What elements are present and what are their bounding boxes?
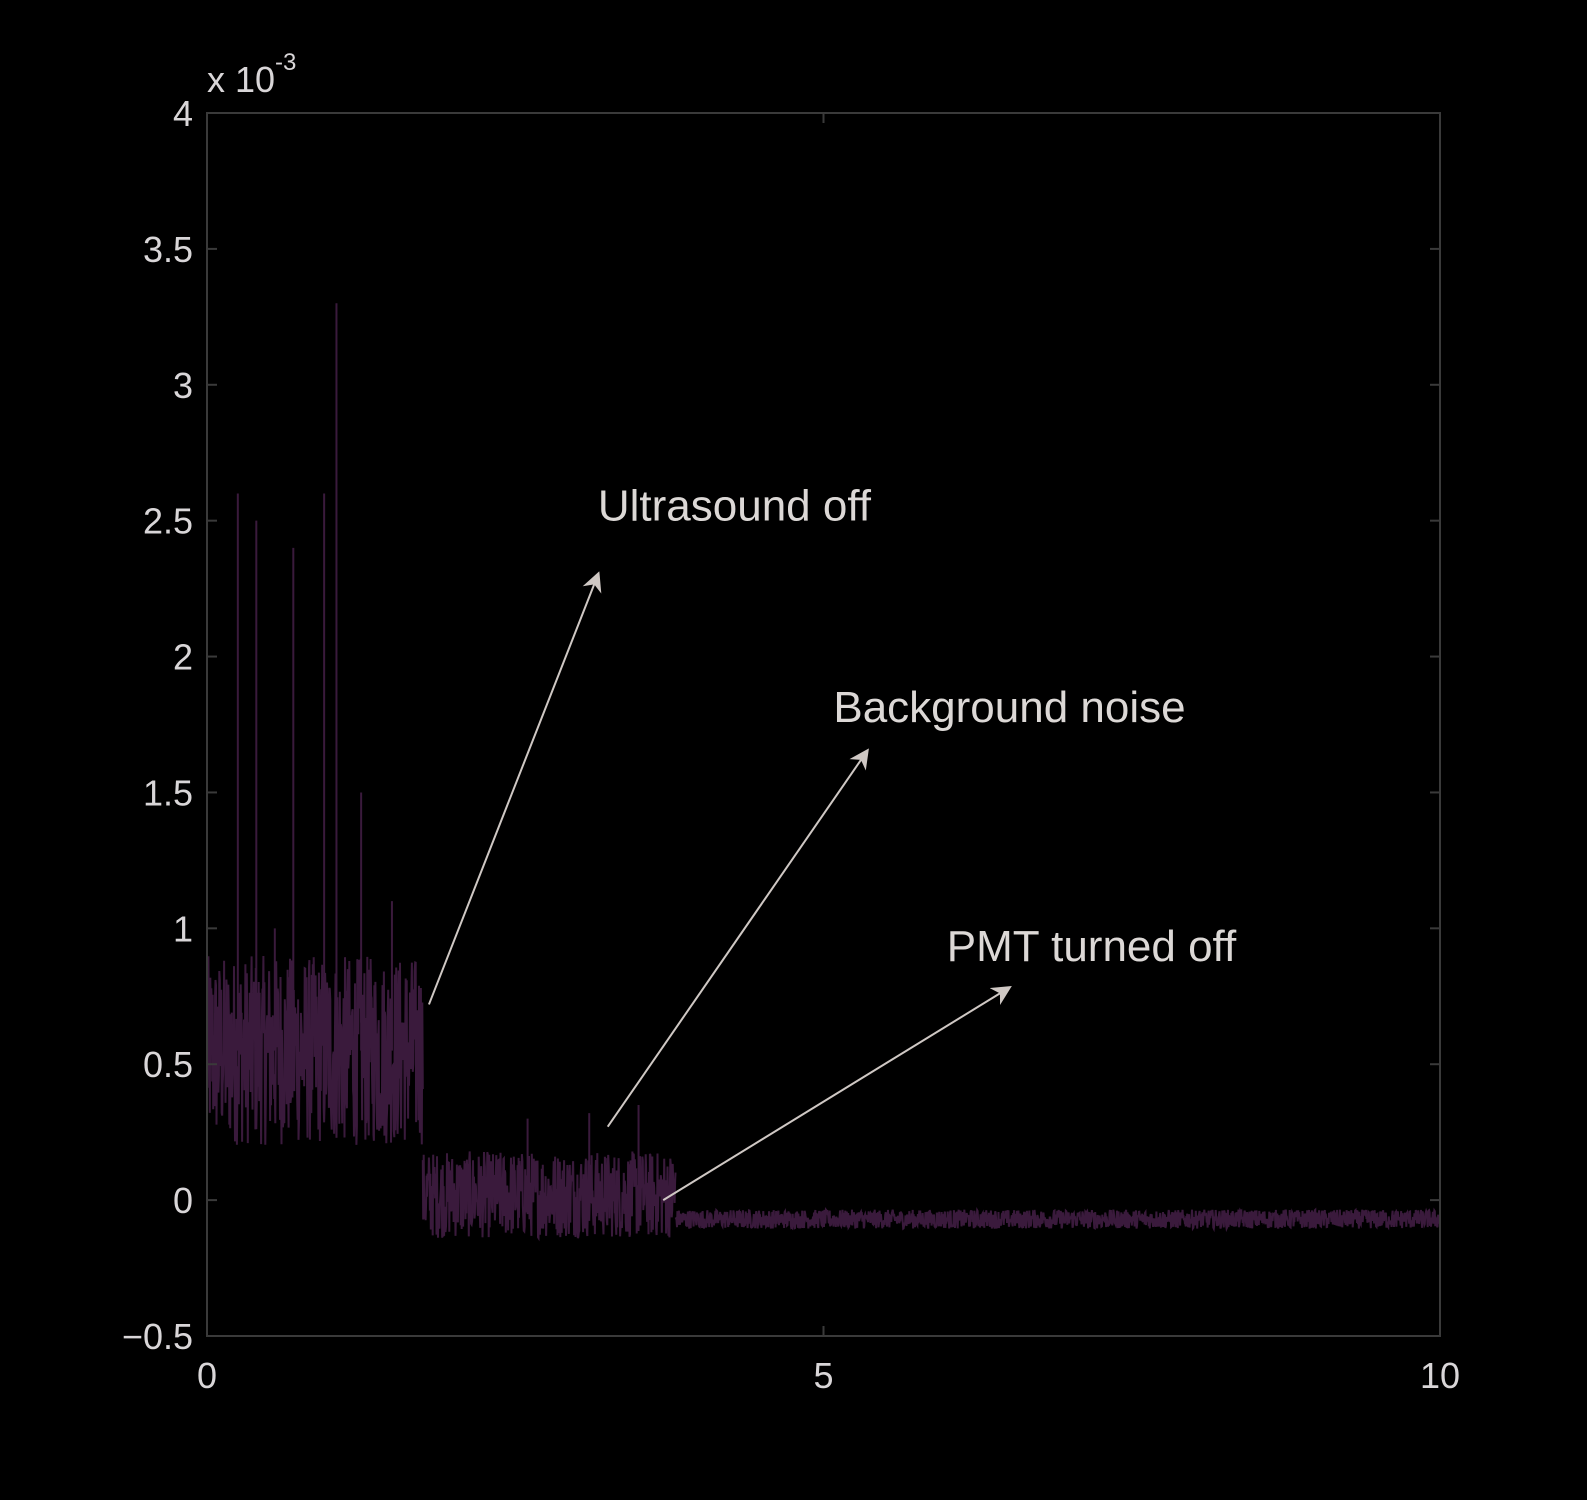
annotation-label: Ultrasound off <box>598 482 872 531</box>
y-tick-label: 2 <box>173 637 193 678</box>
annotation-arrow <box>606 748 869 1128</box>
y-tick-label: 3.5 <box>143 229 193 270</box>
y-tick-label: 1.5 <box>143 772 193 813</box>
x-ticks: 0 5 10 <box>197 113 1460 1396</box>
x-tick-label: 5 <box>813 1355 833 1396</box>
annotation-label: PMT turned off <box>947 922 1237 971</box>
y-tick-label: −0.5 <box>122 1316 193 1357</box>
y-ticks: −0.5 0 0.5 1 1.5 2 2.5 3 3.5 4 <box>122 93 1440 1357</box>
signal-trace <box>421 1151 677 1242</box>
y-multiplier-label: x 10-3 <box>207 49 296 100</box>
y-multiplier-base: x 10 <box>207 59 275 100</box>
y-tick-label: 1 <box>173 908 193 949</box>
annotation-label: Background noise <box>833 683 1185 732</box>
annotation-arrow <box>428 571 602 1005</box>
y-tick-label: 0 <box>173 1180 193 1221</box>
signal-trace <box>674 1206 1441 1233</box>
y-tick-label: 0.5 <box>143 1044 193 1085</box>
y-tick-label: 2.5 <box>143 501 193 542</box>
signal-layer <box>206 303 1441 1242</box>
y-tick-label: 3 <box>173 365 193 406</box>
x-tick-label: 10 <box>1420 1355 1460 1396</box>
x-tick-label: 0 <box>197 1355 217 1396</box>
annotation-arrow <box>662 986 1012 1201</box>
y-tick-label: 4 <box>173 93 193 134</box>
y-multiplier-exponent: -3 <box>275 49 296 76</box>
signal-trace <box>206 955 424 1145</box>
annotations: Ultrasound off Background noise PMT turned… <box>428 482 1237 1201</box>
